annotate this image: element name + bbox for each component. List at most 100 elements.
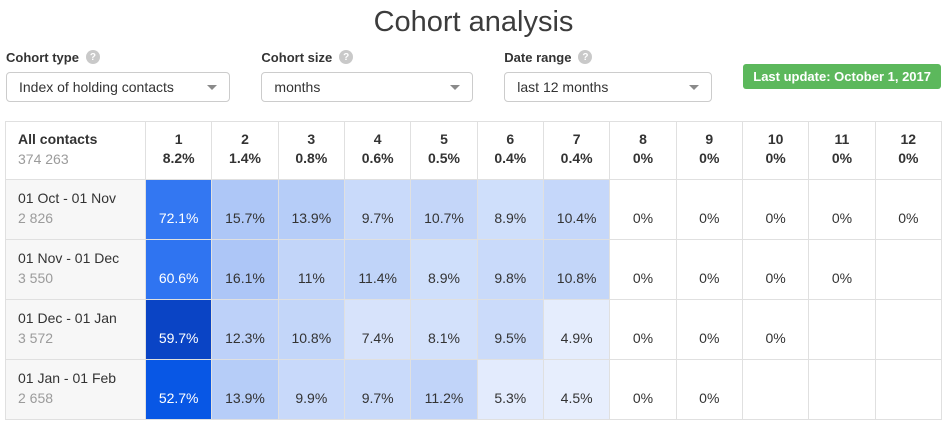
column-header: 4 0.6% xyxy=(343,121,412,180)
table-row: 01 Dec - 01 Jan 3 572 59.7% 12.3% 10.8% 7.4% 8… xyxy=(5,299,943,360)
header-row: All contacts 374 263 1 8.2% 2 1.4% 3 0.8% 4 0.6% 5… xyxy=(5,121,943,180)
column-percent: 0% xyxy=(632,150,654,166)
cohort-cell: 0% xyxy=(609,299,677,360)
filter-cohort-size: Cohort size ? months xyxy=(261,49,474,102)
cohort-cell: 7.4% xyxy=(343,299,412,360)
cohort-cell: 0% xyxy=(609,239,677,300)
column-percent: 1.4% xyxy=(229,150,261,166)
column-header: 6 0.4% xyxy=(476,121,544,180)
table-row: 01 Jan - 01 Feb 2 658 52.7% 13.9% 9.9% 9.7% 11… xyxy=(5,359,943,420)
column-number: 11 xyxy=(834,131,850,147)
date-range-label-text: Date range xyxy=(504,49,572,65)
column-percent: 0.6% xyxy=(361,150,394,166)
cohort-row-label: 01 Oct - 01 Nov 2 826 xyxy=(5,179,146,240)
cohort-cell: 0% xyxy=(741,179,810,240)
cohort-cell: 9.9% xyxy=(277,359,345,420)
column-number: 8 xyxy=(639,131,647,147)
cohort-type-label-text: Cohort type xyxy=(6,49,79,65)
table-row: 01 Nov - 01 Dec 3 550 60.6% 16.1% 11% 11.4% 8.… xyxy=(5,239,943,300)
cohort-size-value: months xyxy=(274,79,321,95)
column-percent: 0.5% xyxy=(428,150,460,166)
filter-date-range: Date range ? last 12 months xyxy=(504,49,713,102)
column-number: 3 xyxy=(307,131,316,147)
cohort-count: 2 658 xyxy=(18,390,54,406)
column-percent: 0.4% xyxy=(560,150,593,166)
cohort-cell: 10.8% xyxy=(542,239,611,300)
cohort-cell: 11% xyxy=(277,239,345,300)
date-range-label: Date range ? xyxy=(504,49,712,65)
chevron-down-icon xyxy=(689,84,700,90)
column-header: 5 0.5% xyxy=(410,121,478,180)
last-update-badge: Last update: October 1, 2017 xyxy=(743,64,941,89)
cohort-cell xyxy=(874,299,943,360)
column-number: 6 xyxy=(506,131,515,147)
cohort-cell: 0% xyxy=(675,359,743,420)
column-number: 12 xyxy=(900,131,917,147)
cohort-cell: 52.7% xyxy=(144,359,213,420)
cohort-cell: 72.1% xyxy=(144,179,213,240)
cohort-cell: 0% xyxy=(675,299,743,360)
cohort-cell: 8.9% xyxy=(476,179,544,240)
cohort-type-label: Cohort type ? xyxy=(6,49,230,65)
column-number: 4 xyxy=(373,131,382,147)
date-range-select[interactable]: last 12 months xyxy=(504,72,713,102)
column-percent: 8.2% xyxy=(162,150,195,166)
cohort-cell: 0% xyxy=(808,179,876,240)
cohort-cell xyxy=(808,299,876,360)
cohort-cell xyxy=(808,359,876,420)
cohort-size-select[interactable]: months xyxy=(261,72,474,102)
table-body: 01 Oct - 01 Nov 2 826 72.1% 15.7% 13.9% 9.7% 1… xyxy=(5,179,943,420)
column-number: 10 xyxy=(767,131,784,147)
cohort-cell: 0% xyxy=(675,179,743,240)
column-number: 2 xyxy=(241,131,249,147)
cohort-period: 01 Nov - 01 Dec xyxy=(18,250,120,266)
cohort-cell: 13.9% xyxy=(277,179,345,240)
cohort-table: All contacts 374 263 1 8.2% 2 1.4% 3 0.8% 4 0.6% 5… xyxy=(5,121,943,420)
cohort-cell: 9.8% xyxy=(476,239,544,300)
column-percent: 0% xyxy=(699,150,720,166)
cohort-cell: 4.9% xyxy=(542,299,611,360)
cohort-cell: 8.1% xyxy=(410,299,478,360)
cohort-cell: 9.7% xyxy=(343,359,412,420)
cohort-period: 01 Dec - 01 Jan xyxy=(18,310,117,326)
column-percent: 0% xyxy=(831,150,853,166)
cohort-cell xyxy=(874,239,943,300)
cohort-cell: 10.4% xyxy=(542,179,611,240)
cohort-count: 3 572 xyxy=(18,330,54,346)
chevron-down-icon xyxy=(450,84,461,90)
column-header: 1 8.2% xyxy=(144,121,213,180)
cohort-count: 2 826 xyxy=(18,210,54,226)
cohort-cell: 10.8% xyxy=(277,299,345,360)
column-number: 5 xyxy=(440,131,448,147)
cohort-cell: 0% xyxy=(808,239,876,300)
cohort-period: 01 Oct - 01 Nov xyxy=(18,190,117,206)
filter-cohort-type: Cohort type ? Index of holding contacts xyxy=(6,49,231,102)
cohort-cell: 11.2% xyxy=(410,359,478,420)
cohort-row-label: 01 Nov - 01 Dec 3 550 xyxy=(5,239,146,300)
help-icon[interactable]: ? xyxy=(339,50,354,64)
help-icon[interactable]: ? xyxy=(578,50,593,64)
column-header: 9 0% xyxy=(675,121,743,180)
help-icon[interactable]: ? xyxy=(85,50,100,64)
cohort-type-value: Index of holding contacts xyxy=(19,79,174,95)
all-contacts-cell: All contacts 374 263 xyxy=(5,121,146,180)
cohort-cell: 0% xyxy=(675,239,743,300)
date-range-value: last 12 months xyxy=(517,79,609,95)
column-percent: 0% xyxy=(898,150,919,166)
column-header: 12 0% xyxy=(874,121,943,180)
column-header: 10 0% xyxy=(741,121,810,180)
chevron-down-icon xyxy=(207,84,218,90)
cohort-cell: 11.4% xyxy=(343,239,412,300)
column-number: 9 xyxy=(705,131,714,147)
cohort-cell: 15.7% xyxy=(211,179,279,240)
cohort-type-select[interactable]: Index of holding contacts xyxy=(6,72,231,102)
cohort-cell: 0% xyxy=(874,179,943,240)
cohort-row-label: 01 Jan - 01 Feb 2 658 xyxy=(5,359,146,420)
cohort-size-label: Cohort size ? xyxy=(261,49,473,65)
cohort-cell: 0% xyxy=(741,299,810,360)
all-contacts-count: 374 263 xyxy=(18,151,69,167)
cohort-period: 01 Jan - 01 Feb xyxy=(18,370,117,386)
cohort-cell: 9.7% xyxy=(343,179,412,240)
table-head: All contacts 374 263 1 8.2% 2 1.4% 3 0.8% 4 0.6% 5… xyxy=(5,121,943,180)
column-header: 11 0% xyxy=(808,121,876,180)
